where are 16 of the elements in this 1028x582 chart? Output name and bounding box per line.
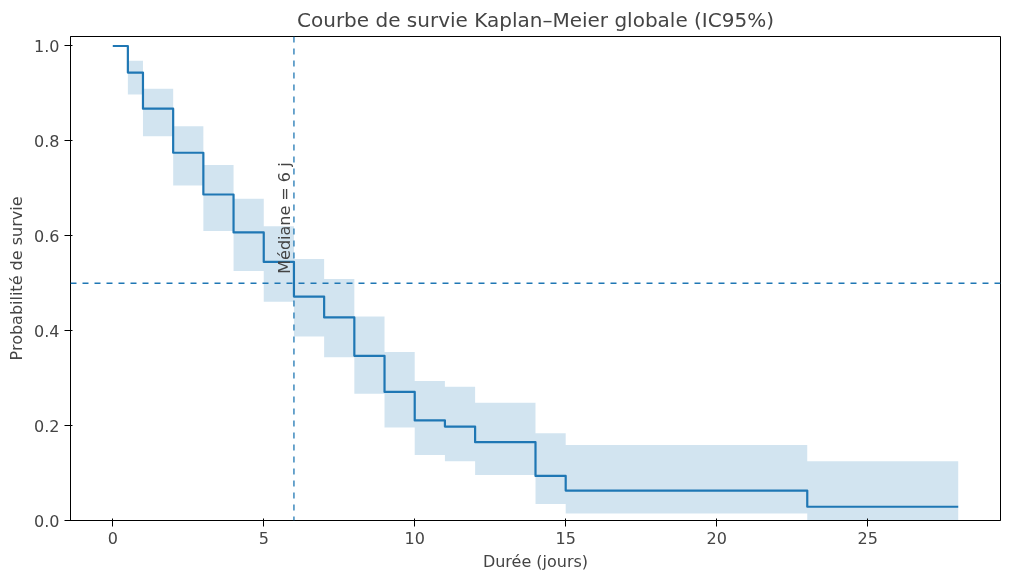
x-tick-label: 0 (107, 528, 118, 548)
y-tick-label: 1.0 (34, 36, 60, 56)
x-tick-label: 15 (555, 528, 576, 548)
x-tick-label: 10 (404, 528, 425, 548)
y-tick-label: 0.6 (34, 226, 60, 246)
chart-title: Courbe de survie Kaplan–Meier globale (IC95%) (297, 7, 774, 32)
x-tick-label: 25 (857, 528, 878, 548)
y-tick-label: 0.2 (34, 416, 60, 436)
y-tick-label: 0.0 (34, 511, 60, 531)
ref-line-label: Médiane = 6 j (274, 162, 294, 274)
x-axis-title: Durée (jours) (482, 551, 589, 571)
y-tick-label: 0.4 (34, 321, 60, 341)
x-tick-label: 20 (706, 528, 727, 548)
x-tick-label: 5 (258, 528, 269, 548)
y-axis-title: Probabilité de survie (7, 196, 27, 361)
y-tick-label: 0.8 (34, 131, 60, 151)
